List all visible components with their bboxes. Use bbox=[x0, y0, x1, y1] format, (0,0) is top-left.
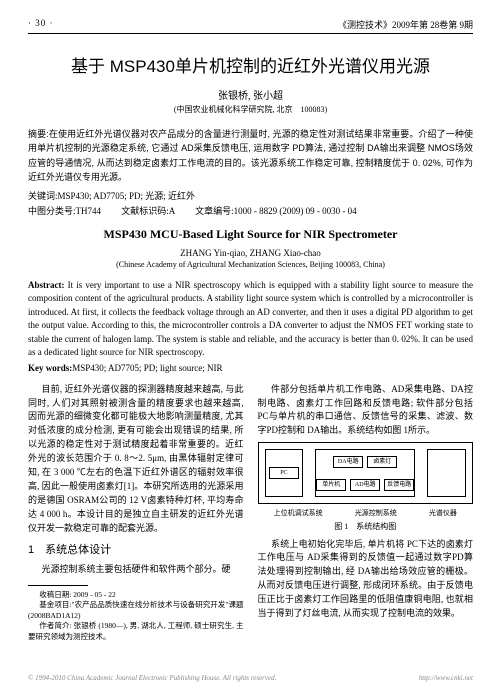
title-english: MSP430 MCU-Based Light Source for NIR Sp… bbox=[28, 227, 473, 242]
footnote-3: 作者简介: 张银桥 (1980—), 男, 湖北人, 工程师, 硕士研究生, 主… bbox=[28, 621, 244, 642]
fig-mcu-box: 单片机 bbox=[316, 479, 346, 491]
footnote-separator bbox=[28, 585, 88, 586]
footer-right: http://www.cnki.net bbox=[419, 674, 473, 682]
section-1-title: 1 系统总体设计 bbox=[28, 542, 244, 559]
footer-left: © 1994-2010 China Academic Journal Elect… bbox=[28, 674, 276, 682]
fig-label-c: 光谱仪器 bbox=[429, 508, 457, 519]
authors-english: ZHANG Yin-qiao, ZHANG Xiao-chao bbox=[28, 248, 473, 258]
body-p2: 光源控制系统主要包括硬件和软件两个部分。硬 bbox=[28, 563, 244, 577]
classification-line: 中图分类号:TH744 文献标识码:A 文章编号:1000 - 8829 (20… bbox=[28, 204, 473, 217]
keywords-english: Key words:MSP430; AD7705; PD; light sour… bbox=[28, 363, 473, 373]
fig-box-right bbox=[427, 449, 466, 497]
fig-da-box: DA电路 bbox=[333, 456, 363, 468]
fig-pc-box: PC bbox=[269, 467, 299, 479]
body-p1: 目前, 近红外光谱仪器的探测器精度越来越高, 与此同时, 人们对其照射被测含量的… bbox=[28, 383, 244, 536]
page-number: · 30 · bbox=[28, 18, 54, 31]
kw-cn-label: 关键词: bbox=[28, 191, 58, 201]
doc-val: A bbox=[169, 206, 175, 216]
page-footer: © 1994-2010 China Academic Journal Elect… bbox=[28, 674, 473, 682]
art-label: 文章编号: bbox=[195, 206, 234, 216]
authors-chinese: 张银桥, 张小超 bbox=[28, 87, 473, 102]
keywords-chinese: 关键词:MSP430; AD7705; PD; 光源; 近红外 bbox=[28, 189, 473, 202]
kw-cn-text: MSP430; AD7705; PD; 光源; 近红外 bbox=[58, 191, 196, 201]
fig-lamp-box: 卤素灯 bbox=[367, 456, 397, 468]
abstract-chinese: 摘要:在使用近红外光谱仪器对农产品成分的含量进行测量时, 光源的稳定性对测试结果… bbox=[28, 127, 473, 185]
abstract-en-text: It is very important to use a NIR spectr… bbox=[28, 280, 473, 358]
figure-labels: 上位机调试系统 光源控制系统 光谱仪器 bbox=[258, 508, 474, 519]
fig-box-left: PC bbox=[265, 449, 304, 497]
kw-en-label: Key words: bbox=[28, 363, 72, 373]
figure-1-caption: 图 1 系统结构图 bbox=[258, 521, 474, 533]
left-column: 目前, 近红外光谱仪器的探测器精度越来越高, 与此同时, 人们对其照射被测含量的… bbox=[28, 383, 244, 643]
fig-label-a: 上位机调试系统 bbox=[274, 508, 323, 519]
abstract-english: Abstract: It is very important to use a … bbox=[28, 279, 473, 360]
art-val: 1000 - 8829 (2009) 09 - 0030 - 04 bbox=[234, 206, 357, 216]
right-column: 件部分包括单片机工作电路、AD采集电路、DA控制电路、卤素灯工作回路和反馈电路;… bbox=[258, 383, 474, 643]
title-chinese: 基于 MSP430单片机控制的近红外光谱仪用光源 bbox=[28, 52, 473, 77]
abstract-en-label: Abstract: bbox=[28, 280, 65, 290]
fig-fb-box: 反馈电路 bbox=[384, 479, 414, 491]
affiliation-english: (Chinese Academy of Agricultural Mechani… bbox=[28, 260, 473, 269]
header-rule bbox=[28, 33, 473, 34]
figure-1: PC DA电路卤素灯 单片机 AD电路反馈电路 bbox=[258, 442, 474, 504]
kw-en-text: MSP430; AD7705; PD; light source; NIR bbox=[72, 363, 222, 373]
class-label: 中图分类号: bbox=[28, 206, 76, 216]
journal-info: 《测控技术》2009年第 28卷第 9期 bbox=[338, 18, 473, 31]
body-p3: 件部分包括单片机工作电路、AD采集电路、DA控制电路、卤素灯工作回路和反馈电路;… bbox=[258, 383, 474, 439]
fig-ad-box: AD电路 bbox=[350, 479, 380, 491]
affiliation-chinese: (中国农业机械化科学研究院, 北京 100083) bbox=[28, 104, 473, 115]
abstract-cn-text: 在使用近红外光谱仪器对农产品成分的含量进行测量时, 光源的稳定性对测试结果非常重… bbox=[28, 129, 473, 182]
footnote-2: 基金项目:"农产品品质快速在线分析技术与设备研究开发"课题 (2008BAD1A… bbox=[28, 600, 244, 621]
class-val: TH744 bbox=[76, 206, 102, 216]
footnotes: 收稿日期: 2009 - 05 - 22 基金项目:"农产品品质快速在线分析技术… bbox=[28, 590, 244, 643]
abstract-cn-label: 摘要: bbox=[28, 129, 49, 139]
body-p4: 系统上电初始化完毕后, 单片机将 PC下达的卤素灯工作电压与 AD采集得到的反馈… bbox=[258, 538, 474, 622]
fig-label-b: 光源控制系统 bbox=[355, 508, 397, 519]
fig-box-mid: DA电路卤素灯 单片机 AD电路反馈电路 bbox=[315, 449, 415, 497]
footnote-1: 收稿日期: 2009 - 05 - 22 bbox=[28, 590, 244, 601]
body-columns: 目前, 近红外光谱仪器的探测器精度越来越高, 与此同时, 人们对其照射被测含量的… bbox=[28, 383, 473, 643]
doc-label: 文献标识码: bbox=[121, 206, 169, 216]
